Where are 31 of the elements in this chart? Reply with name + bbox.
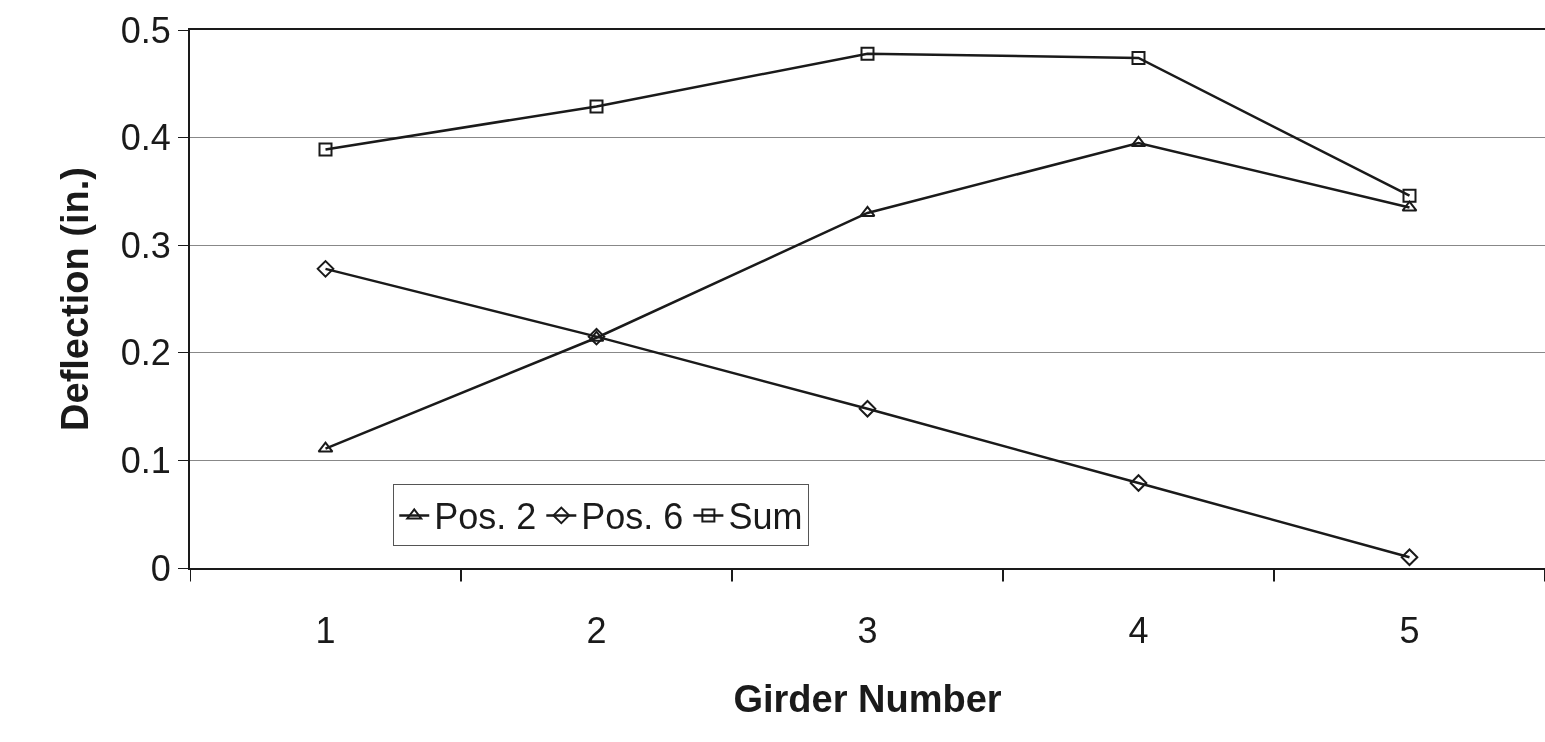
point xyxy=(859,205,876,217)
y-tick-label: 0 xyxy=(150,547,171,589)
point xyxy=(316,260,335,278)
point xyxy=(1401,200,1418,212)
y-tick-label: 0.2 xyxy=(120,332,171,374)
x-tick-label: 2 xyxy=(586,610,607,652)
point xyxy=(1402,188,1417,203)
point xyxy=(1400,548,1419,567)
y-tick-label: 0.5 xyxy=(120,9,171,51)
x-axis-title: Girder Number xyxy=(733,677,1002,720)
legend-label: Pos. 6 xyxy=(581,496,684,538)
point xyxy=(589,99,604,114)
y-tick-label: 0.4 xyxy=(120,117,171,159)
x-tick-label: 1 xyxy=(315,610,336,652)
point xyxy=(588,330,605,342)
legend-label: Pos. 2 xyxy=(434,496,537,538)
point xyxy=(1130,135,1147,147)
y-tick-label: 0.1 xyxy=(120,440,171,481)
point xyxy=(318,142,333,157)
point xyxy=(860,46,875,61)
point xyxy=(1131,50,1146,65)
x-tick-label: 4 xyxy=(1128,610,1149,652)
y-axis-title: Deflection (in.) xyxy=(54,167,97,431)
point xyxy=(858,399,877,418)
x-tick-label: 5 xyxy=(1399,610,1420,652)
y-tick-label: 0.3 xyxy=(120,224,171,266)
point xyxy=(1129,474,1148,492)
point xyxy=(587,327,606,346)
point xyxy=(317,441,334,453)
x-tick-label: 3 xyxy=(857,610,878,652)
legend-label: Sum xyxy=(728,496,803,538)
